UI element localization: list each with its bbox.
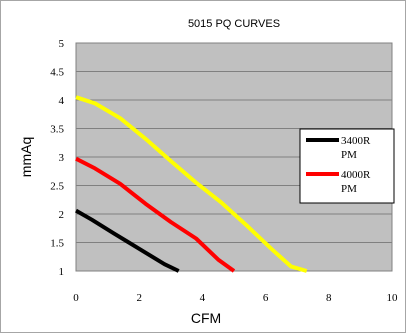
legend-label: PM — [341, 183, 357, 195]
y-tick-label: 2 — [59, 209, 65, 221]
series-lines — [75, 95, 308, 273]
legend-items: 3400R PM 4000R PM — [306, 135, 371, 195]
series-line-0 — [75, 208, 180, 273]
legend-label: 3400R — [341, 135, 371, 147]
series-line-1 — [75, 156, 236, 273]
legend: 3400R PM 4000R PM — [299, 128, 395, 204]
x-tick-label: 4 — [200, 292, 206, 304]
x-tick-label: 10 — [387, 292, 399, 304]
y-tick-label: 1.5 — [50, 238, 64, 250]
x-tick-label: 6 — [263, 292, 269, 304]
y-tick-label: 2.5 — [50, 181, 64, 193]
legend-label: PM — [341, 149, 357, 161]
x-tick-label: 8 — [326, 292, 332, 304]
x-tick-labels: 0 2 4 6 8 10 — [73, 292, 398, 304]
legend-label: 4000R — [341, 169, 371, 181]
y-tick-labels: 1 1.5 2 2.5 3 3.5 4 4.5 5 — [50, 38, 64, 278]
y-tick-label: 3 — [59, 152, 65, 164]
x-tick-label: 0 — [73, 292, 79, 304]
y-tick-label: 1 — [59, 266, 65, 278]
y-axis-label: mmAq — [18, 137, 34, 177]
series-line-2 — [75, 95, 308, 273]
chart-title: 5015 PQ CURVES — [188, 18, 280, 30]
x-axis-label: CFM — [191, 310, 221, 326]
x-tick-label: 2 — [136, 292, 142, 304]
y-tick-label: 4 — [59, 95, 65, 107]
y-tick-label: 4.5 — [50, 67, 64, 79]
y-tick-label: 5 — [59, 38, 65, 50]
y-tick-label: 3.5 — [50, 124, 64, 136]
